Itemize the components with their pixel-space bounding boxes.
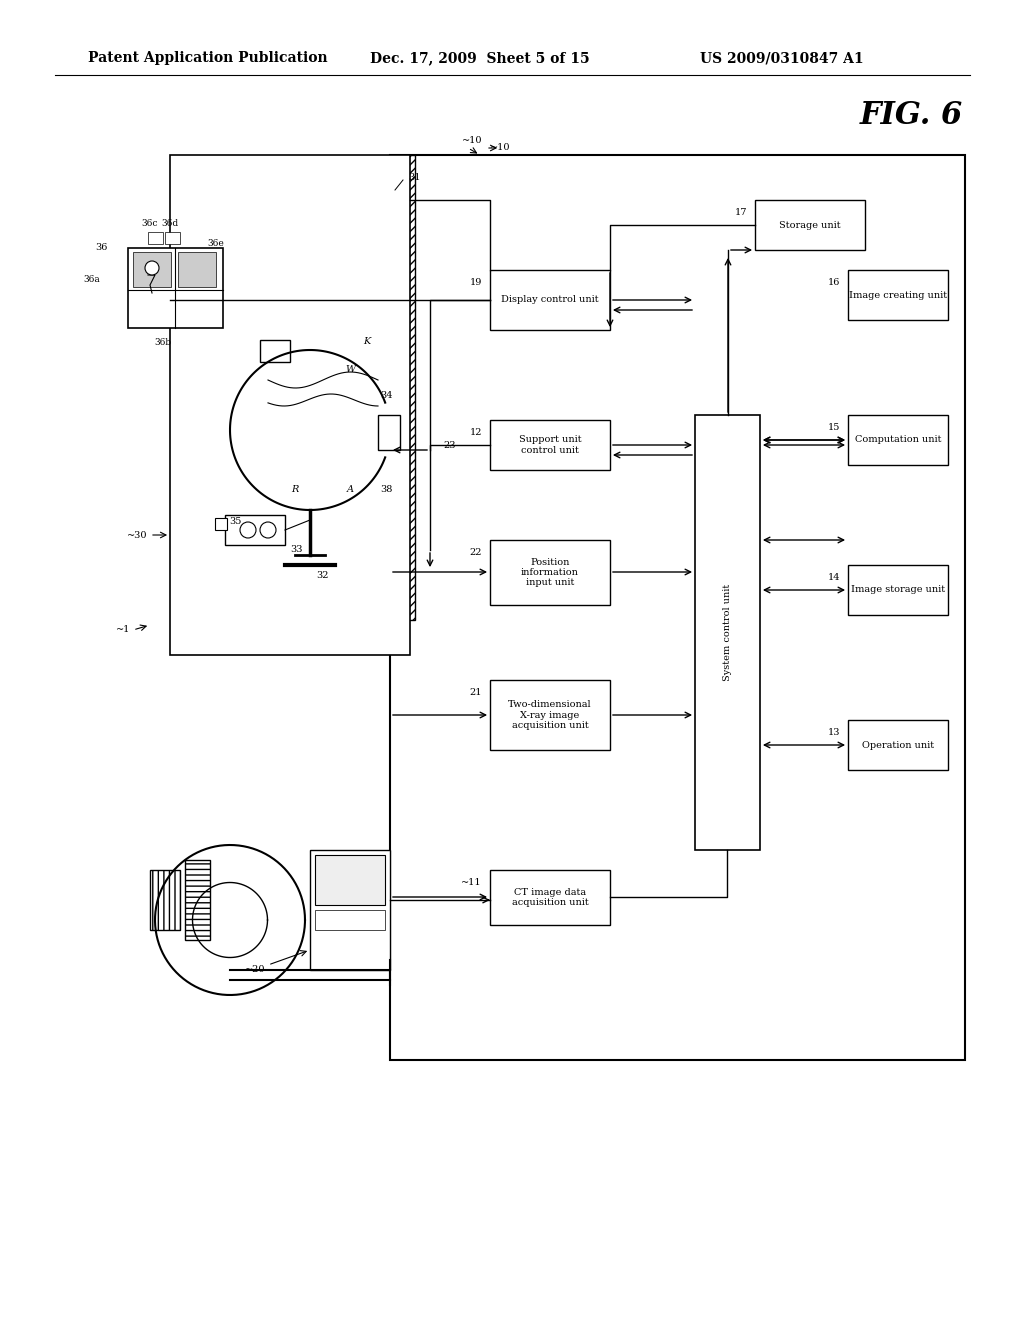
Bar (225, 515, 285, 545)
Bar (148, 232, 163, 244)
Text: 22: 22 (469, 548, 482, 557)
Circle shape (260, 521, 276, 539)
Text: 12: 12 (469, 428, 482, 437)
Text: 19: 19 (470, 279, 482, 286)
Text: K: K (364, 338, 371, 346)
Text: 14: 14 (827, 573, 840, 582)
Text: Image creating unit: Image creating unit (849, 290, 947, 300)
Text: Image storage unit: Image storage unit (851, 586, 945, 594)
Bar (848, 271, 948, 319)
Text: 36a: 36a (83, 276, 100, 285)
Bar (755, 201, 865, 249)
Bar (390, 154, 965, 1060)
Circle shape (145, 261, 159, 275)
Text: ~30: ~30 (127, 531, 147, 540)
Circle shape (240, 521, 256, 539)
Bar (150, 870, 180, 931)
Text: 15: 15 (827, 422, 840, 432)
Text: 32: 32 (316, 570, 329, 579)
Text: 35: 35 (228, 517, 242, 527)
Bar (848, 719, 948, 770)
Text: ~10: ~10 (462, 136, 482, 145)
Bar (133, 252, 171, 286)
Text: Storage unit: Storage unit (779, 220, 841, 230)
Text: System control unit: System control unit (723, 583, 732, 681)
Text: ~11: ~11 (462, 878, 482, 887)
Bar (695, 414, 760, 850)
Bar (490, 680, 610, 750)
Text: ~1: ~1 (116, 626, 130, 635)
Text: 36d: 36d (162, 219, 178, 228)
Bar (215, 517, 227, 531)
Text: 21: 21 (469, 688, 482, 697)
Bar (128, 248, 223, 327)
Text: ~10: ~10 (490, 144, 511, 153)
Text: 16: 16 (827, 279, 840, 286)
Bar (315, 909, 385, 931)
Text: 36b: 36b (155, 338, 172, 347)
Text: Patent Application Publication: Patent Application Publication (88, 51, 328, 65)
Bar (310, 850, 390, 970)
Text: CT image data
acquisition unit: CT image data acquisition unit (512, 888, 589, 907)
Text: 36: 36 (95, 243, 108, 252)
Text: 34: 34 (380, 391, 392, 400)
Text: Position
information
input unit: Position information input unit (521, 557, 579, 587)
Text: 23: 23 (443, 441, 457, 450)
Text: US 2009/0310847 A1: US 2009/0310847 A1 (700, 51, 863, 65)
Bar (378, 414, 400, 450)
Bar (260, 341, 290, 362)
Text: 13: 13 (827, 729, 840, 737)
Text: 31: 31 (408, 173, 421, 182)
Text: Operation unit: Operation unit (862, 741, 934, 750)
Bar (315, 855, 385, 906)
Bar (165, 232, 180, 244)
Bar (490, 271, 610, 330)
Bar (170, 154, 410, 655)
Text: Support unit
control unit: Support unit control unit (519, 436, 582, 454)
Bar (490, 870, 610, 925)
Text: ~20: ~20 (245, 965, 265, 974)
Bar (848, 565, 948, 615)
Text: 33: 33 (290, 545, 302, 554)
Bar (185, 861, 210, 940)
Text: FIG. 6: FIG. 6 (860, 99, 964, 131)
Text: Dec. 17, 2009  Sheet 5 of 15: Dec. 17, 2009 Sheet 5 of 15 (370, 51, 590, 65)
Bar (848, 414, 948, 465)
Text: 36c: 36c (141, 219, 159, 228)
Bar (490, 540, 610, 605)
Bar (390, 154, 415, 620)
Text: 36e: 36e (207, 239, 224, 248)
Text: A: A (346, 486, 353, 495)
Text: R: R (291, 486, 299, 495)
Text: 17: 17 (734, 209, 746, 216)
Text: Display control unit: Display control unit (501, 296, 599, 305)
Bar (490, 420, 610, 470)
Text: Two-dimensional
X-ray image
acquisition unit: Two-dimensional X-ray image acquisition … (508, 700, 592, 730)
Text: W: W (345, 366, 355, 375)
Text: Computation unit: Computation unit (855, 436, 941, 445)
Bar (178, 252, 216, 286)
Text: 38: 38 (380, 486, 392, 495)
